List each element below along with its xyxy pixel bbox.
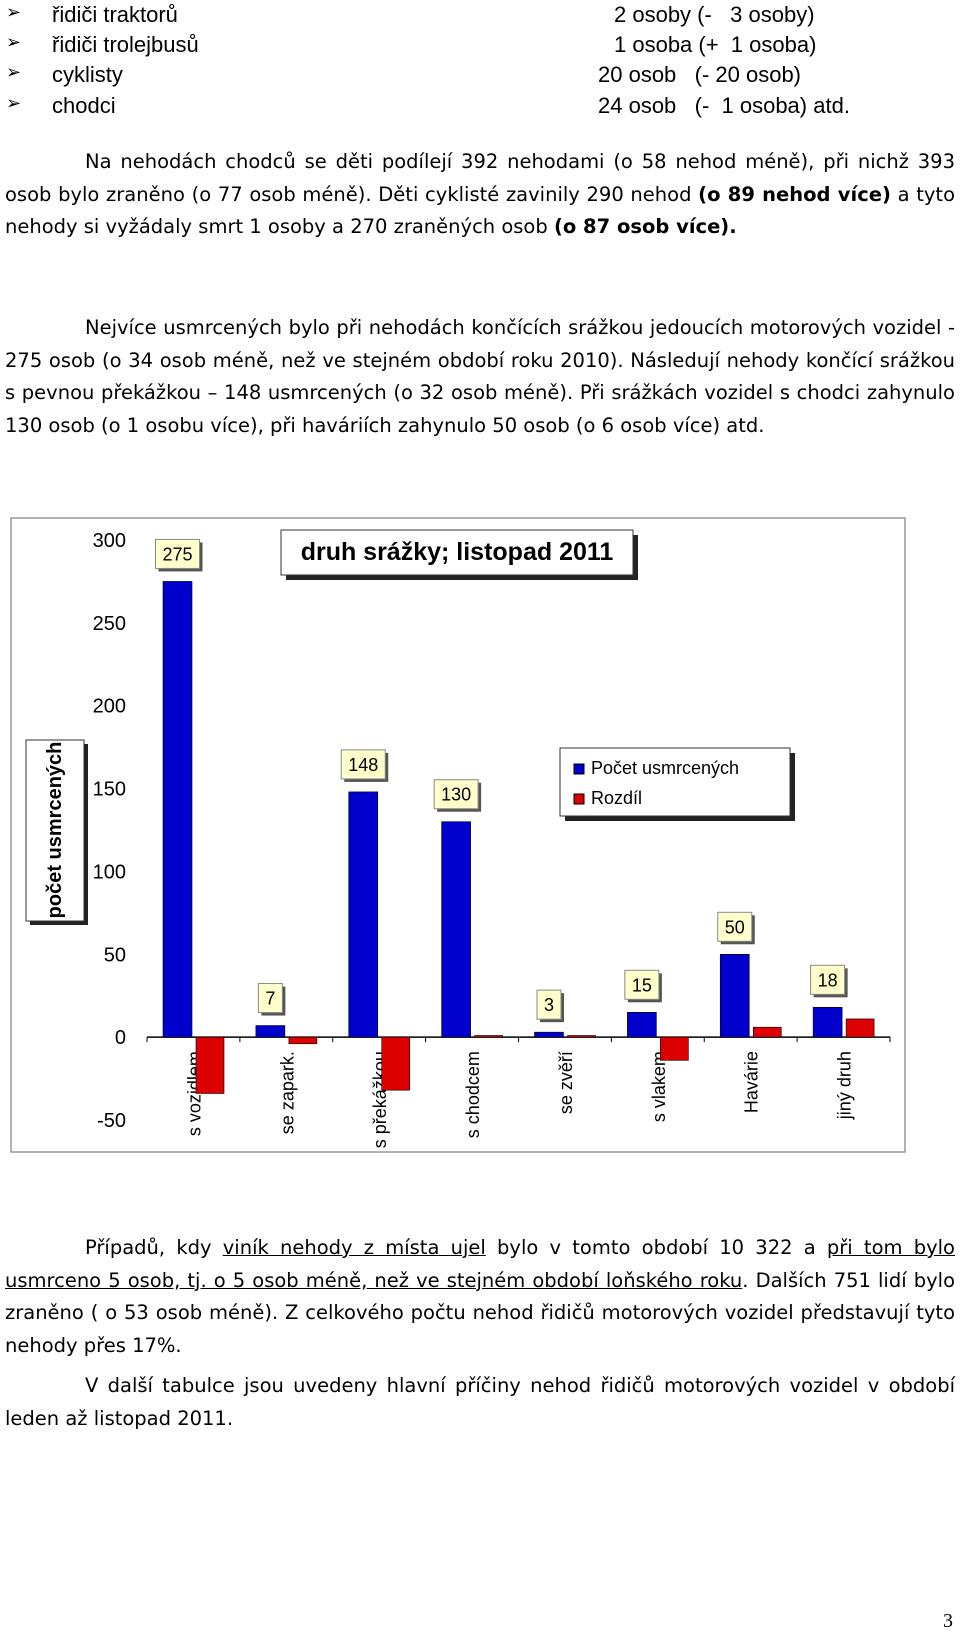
text: bylo v tomto období 10 322 a <box>485 1236 827 1259</box>
y-tick-label: 100 <box>93 861 126 883</box>
underlined-text: viník nehody z místa ujel <box>222 1236 486 1259</box>
bar <box>195 1036 225 1094</box>
data-label: 7 <box>265 989 275 1009</box>
text: a tyto nehody si vyžádaly smrt 1 osoby a… <box>5 182 956 239</box>
bar <box>348 791 379 1038</box>
y-tick-label: 250 <box>93 613 126 635</box>
bar <box>752 1026 782 1038</box>
x-tick-label: se zapark. <box>277 1051 297 1134</box>
legend-swatch <box>573 793 585 805</box>
label-box <box>340 749 386 780</box>
bullet-label: cyklisty <box>52 62 123 87</box>
label-box <box>536 989 562 1020</box>
bold-text: (o 87 osob více). <box>553 215 737 238</box>
data-label: 275 <box>162 544 192 564</box>
y-tick-label: 150 <box>93 779 126 801</box>
text: Případů, kdy <box>85 1236 223 1259</box>
y-axis-label: počet usmrcených <box>44 742 66 919</box>
page-number: 3 <box>943 1610 953 1632</box>
bar <box>534 1031 564 1038</box>
legend-swatch <box>573 763 585 775</box>
x-tick-label: Havárie <box>742 1051 762 1113</box>
bullet-detail: 2 osoby (- 3 osoby) <box>614 2 815 27</box>
bullet-label: chodci <box>52 93 116 118</box>
y-tick-label: 300 <box>93 530 126 552</box>
title-box <box>280 529 634 576</box>
bullet-icon: ➢ <box>6 2 22 23</box>
data-label: 130 <box>441 785 471 805</box>
data-label: 50 <box>725 917 745 937</box>
bullet-item: ➢ chodci 24 osob (- 1 osoba) atd. <box>0 93 960 123</box>
bullet-item: ➢ řidiči trolejbusů 1 osoba (+ 1 osoba) <box>0 32 960 62</box>
underlined-text: při tom bylo usmrceno 5 osob, tj. o 5 os… <box>5 1236 955 1292</box>
bar <box>719 953 750 1038</box>
bullet-item: ➢ řidiči traktorů 2 osoby (- 3 osoby) <box>0 2 960 32</box>
data-label: 3 <box>544 995 554 1015</box>
bullet-icon: ➢ <box>6 62 22 83</box>
bar <box>255 1025 286 1038</box>
data-label: 18 <box>818 970 838 990</box>
text: . Dalších 751 lidí bylo zraněno ( o 53 o… <box>5 1268 956 1357</box>
bar <box>162 581 193 1038</box>
bullet-detail: 24 osob (- 1 osoba) atd. <box>598 93 850 118</box>
chart: druh srážky; listopad 2011 počet usmrcen… <box>10 517 906 1153</box>
x-tick-label: se zvěří <box>556 1051 576 1114</box>
x-tick-label: s chodcem <box>463 1051 483 1138</box>
y-tick-label: -50 <box>97 1110 126 1132</box>
label-box <box>155 538 200 569</box>
legend-label: Rozdíl <box>591 788 642 808</box>
y-tick-label: 0 <box>115 1027 126 1049</box>
legend-label: Počet usmrcených <box>591 758 739 778</box>
label-box <box>810 964 846 995</box>
bar <box>567 1035 596 1038</box>
bullet-item: ➢ cyklisty 20 osob (- 20 osob) <box>0 62 960 92</box>
paragraph: Nejvíce usmrcených bylo při nehodách kon… <box>5 312 955 442</box>
bullet-detail: 1 osoba (+ 1 osoba) <box>614 32 817 57</box>
paragraph: V další tabulce jsou uvedeny hlavní příč… <box>5 1370 955 1435</box>
label-box <box>624 969 660 1000</box>
data-label: 15 <box>632 975 652 995</box>
chart-title: druh srážky; listopad 2011 <box>301 538 614 566</box>
bar <box>627 1011 657 1038</box>
bar <box>474 1035 503 1038</box>
bar <box>288 1036 318 1045</box>
data-label: 148 <box>348 755 378 775</box>
label-box <box>257 983 283 1014</box>
bar <box>812 1007 843 1038</box>
bar <box>381 1036 411 1091</box>
bullet-label: řidiči traktorů <box>52 2 178 27</box>
bar <box>660 1036 689 1061</box>
bar <box>441 821 471 1038</box>
y-label-box <box>25 739 85 922</box>
bullet-icon: ➢ <box>6 93 22 114</box>
paragraph: Na nehodách chodců se děti podílejí 392 … <box>5 146 955 244</box>
label-box <box>717 911 753 942</box>
bold-text: (o 89 nehod více) <box>698 182 891 206</box>
bullet-label: řidiči trolejbusů <box>52 32 199 57</box>
x-tick-label: jiný druh <box>835 1051 855 1120</box>
x-tick-label: s vlakem <box>649 1051 669 1122</box>
bullet-icon: ➢ <box>6 32 22 53</box>
text: Nejvíce usmrcených bylo při nehodách kon… <box>5 316 955 437</box>
y-tick-label: 50 <box>104 944 126 966</box>
text: V další tabulce jsou uvedeny hlavní příč… <box>5 1374 955 1430</box>
bar <box>845 1018 875 1038</box>
y-tick-label: 200 <box>93 696 126 718</box>
label-box <box>433 779 479 810</box>
legend-box <box>559 747 791 817</box>
bullet-detail: 20 osob (- 20 osob) <box>598 62 802 87</box>
text: Na nehodách chodců se děti podílejí 392 … <box>5 150 955 206</box>
paragraph: Případů, kdy viník nehody z místa ujel b… <box>5 1232 955 1362</box>
